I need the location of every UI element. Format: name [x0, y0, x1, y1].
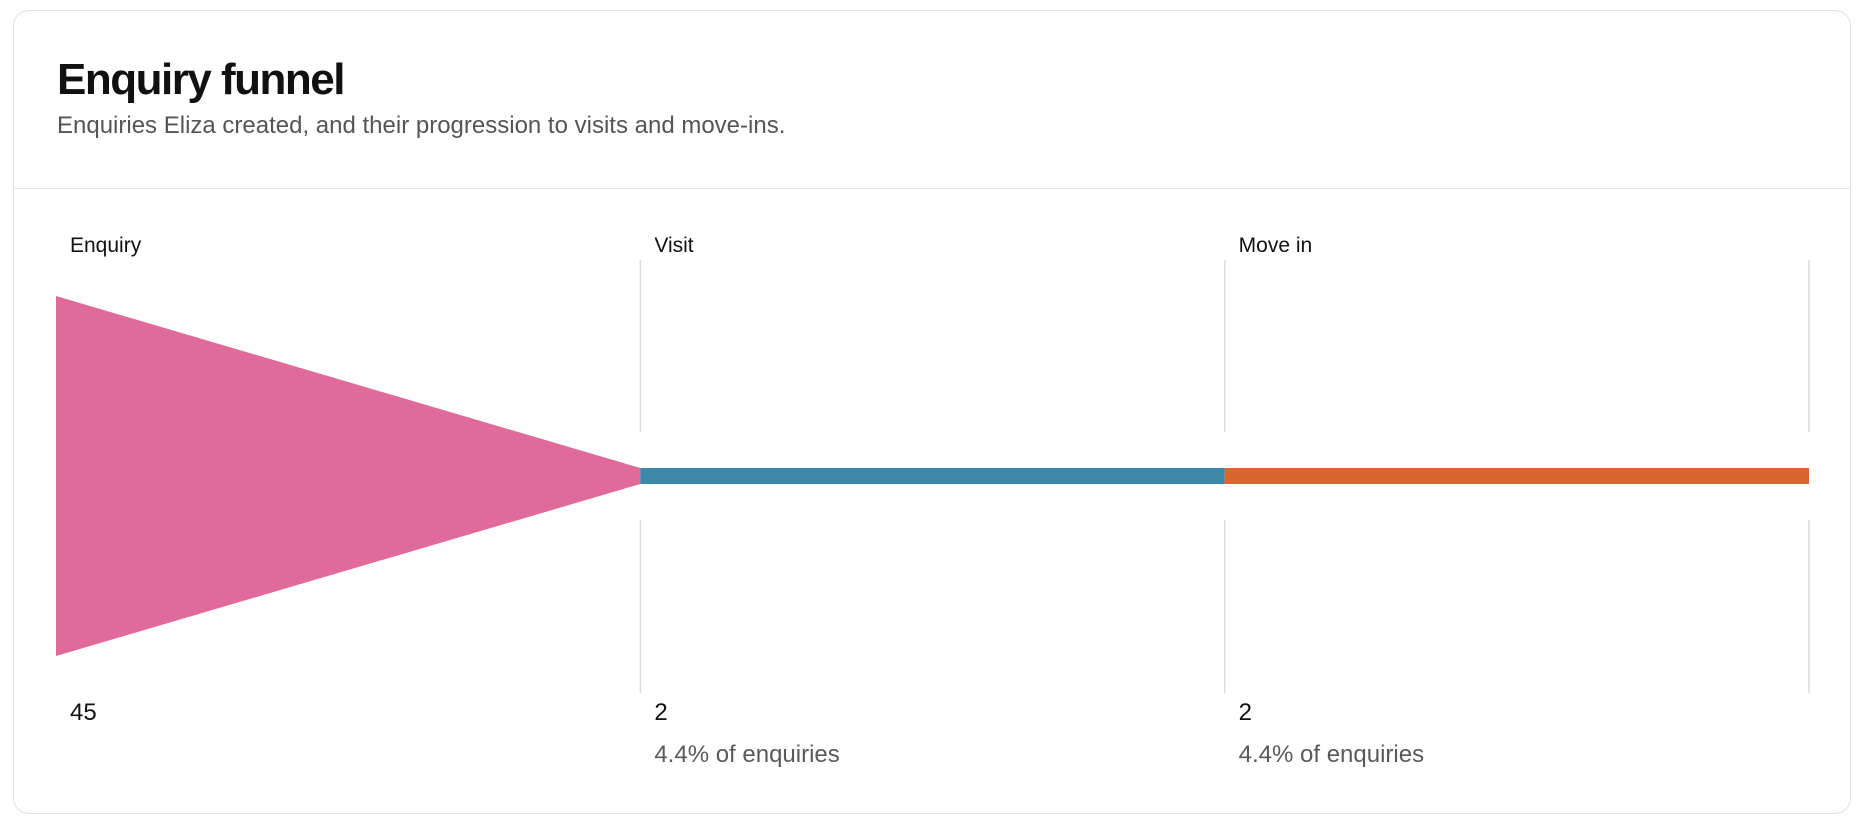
stage-label: Enquiry — [70, 234, 142, 257]
card-title: Enquiry funnel — [57, 55, 346, 104]
card-header: Enquiry funnel Enquiries Eliza created, … — [14, 11, 1850, 189]
stage-label: Visit — [654, 234, 693, 257]
stage-count: 2 — [1239, 699, 1252, 726]
stage-count: 2 — [654, 699, 667, 726]
stage-percent: 4.4% of enquiries — [1239, 741, 1424, 768]
funnel-segment-enquiry — [56, 296, 641, 656]
funnel-segment-move-in — [1224, 468, 1809, 484]
stage-percent: 4.4% of enquiries — [654, 741, 839, 768]
stage-label: Move in — [1239, 234, 1313, 257]
card-subtitle: Enquiries Eliza created, and their progr… — [57, 112, 786, 139]
stage-count: 45 — [70, 699, 97, 726]
funnel-segment-visit — [640, 468, 1225, 484]
